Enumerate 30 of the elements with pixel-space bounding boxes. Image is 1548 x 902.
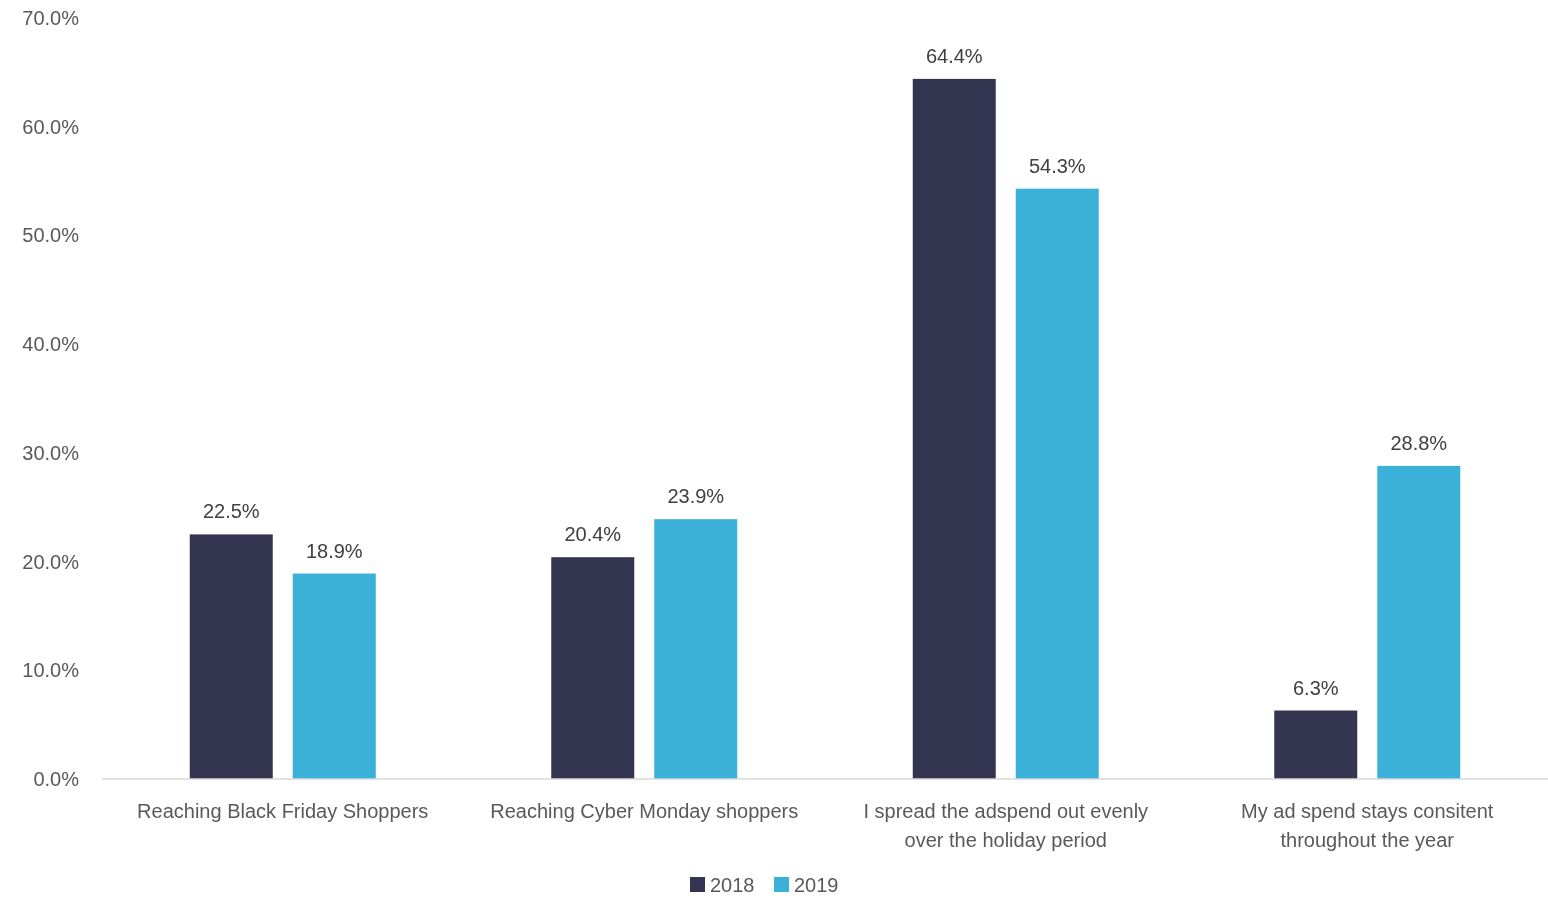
y-tick-label: 60.0% xyxy=(22,115,80,138)
x-tick-label: Reaching Cyber Monday shoppers xyxy=(490,800,799,822)
data-label: 28.8% xyxy=(1390,431,1448,454)
y-tick-label: 70.0% xyxy=(22,7,80,29)
y-tick-label: 50.0% xyxy=(22,224,80,247)
x-tick-label: Reaching Black Friday Shoppers xyxy=(137,800,429,822)
data-label: 22.5% xyxy=(202,500,260,523)
y-tick-label: 40.0% xyxy=(22,333,80,356)
legend-label: 2018 xyxy=(710,874,755,896)
y-tick-label: 10.0% xyxy=(22,659,80,682)
data-label: 18.9% xyxy=(305,539,363,562)
bar xyxy=(1274,710,1358,779)
y-tick-label: 30.0% xyxy=(22,441,80,464)
x-tick-label: I spread the adspend out evenly over the holiday period xyxy=(863,800,1149,851)
data-label: 6.3% xyxy=(1292,676,1339,699)
y-tick-label: 0.0% xyxy=(33,768,80,790)
bar xyxy=(551,557,635,779)
legend-label: 2019 xyxy=(794,874,839,896)
bar xyxy=(292,573,376,779)
bar xyxy=(1015,188,1099,779)
data-label: 54.3% xyxy=(1028,154,1086,177)
data-label: 64.4% xyxy=(925,44,983,67)
bar xyxy=(1377,465,1461,779)
x-tick-label: My ad spend stays consitent throughout the year xyxy=(1241,800,1494,851)
data-label: 23.9% xyxy=(667,485,725,508)
y-tick-label: 20.0% xyxy=(22,550,80,573)
bar xyxy=(654,519,738,779)
bar xyxy=(189,534,273,779)
data-label: 20.4% xyxy=(564,523,622,546)
bar xyxy=(912,78,996,779)
